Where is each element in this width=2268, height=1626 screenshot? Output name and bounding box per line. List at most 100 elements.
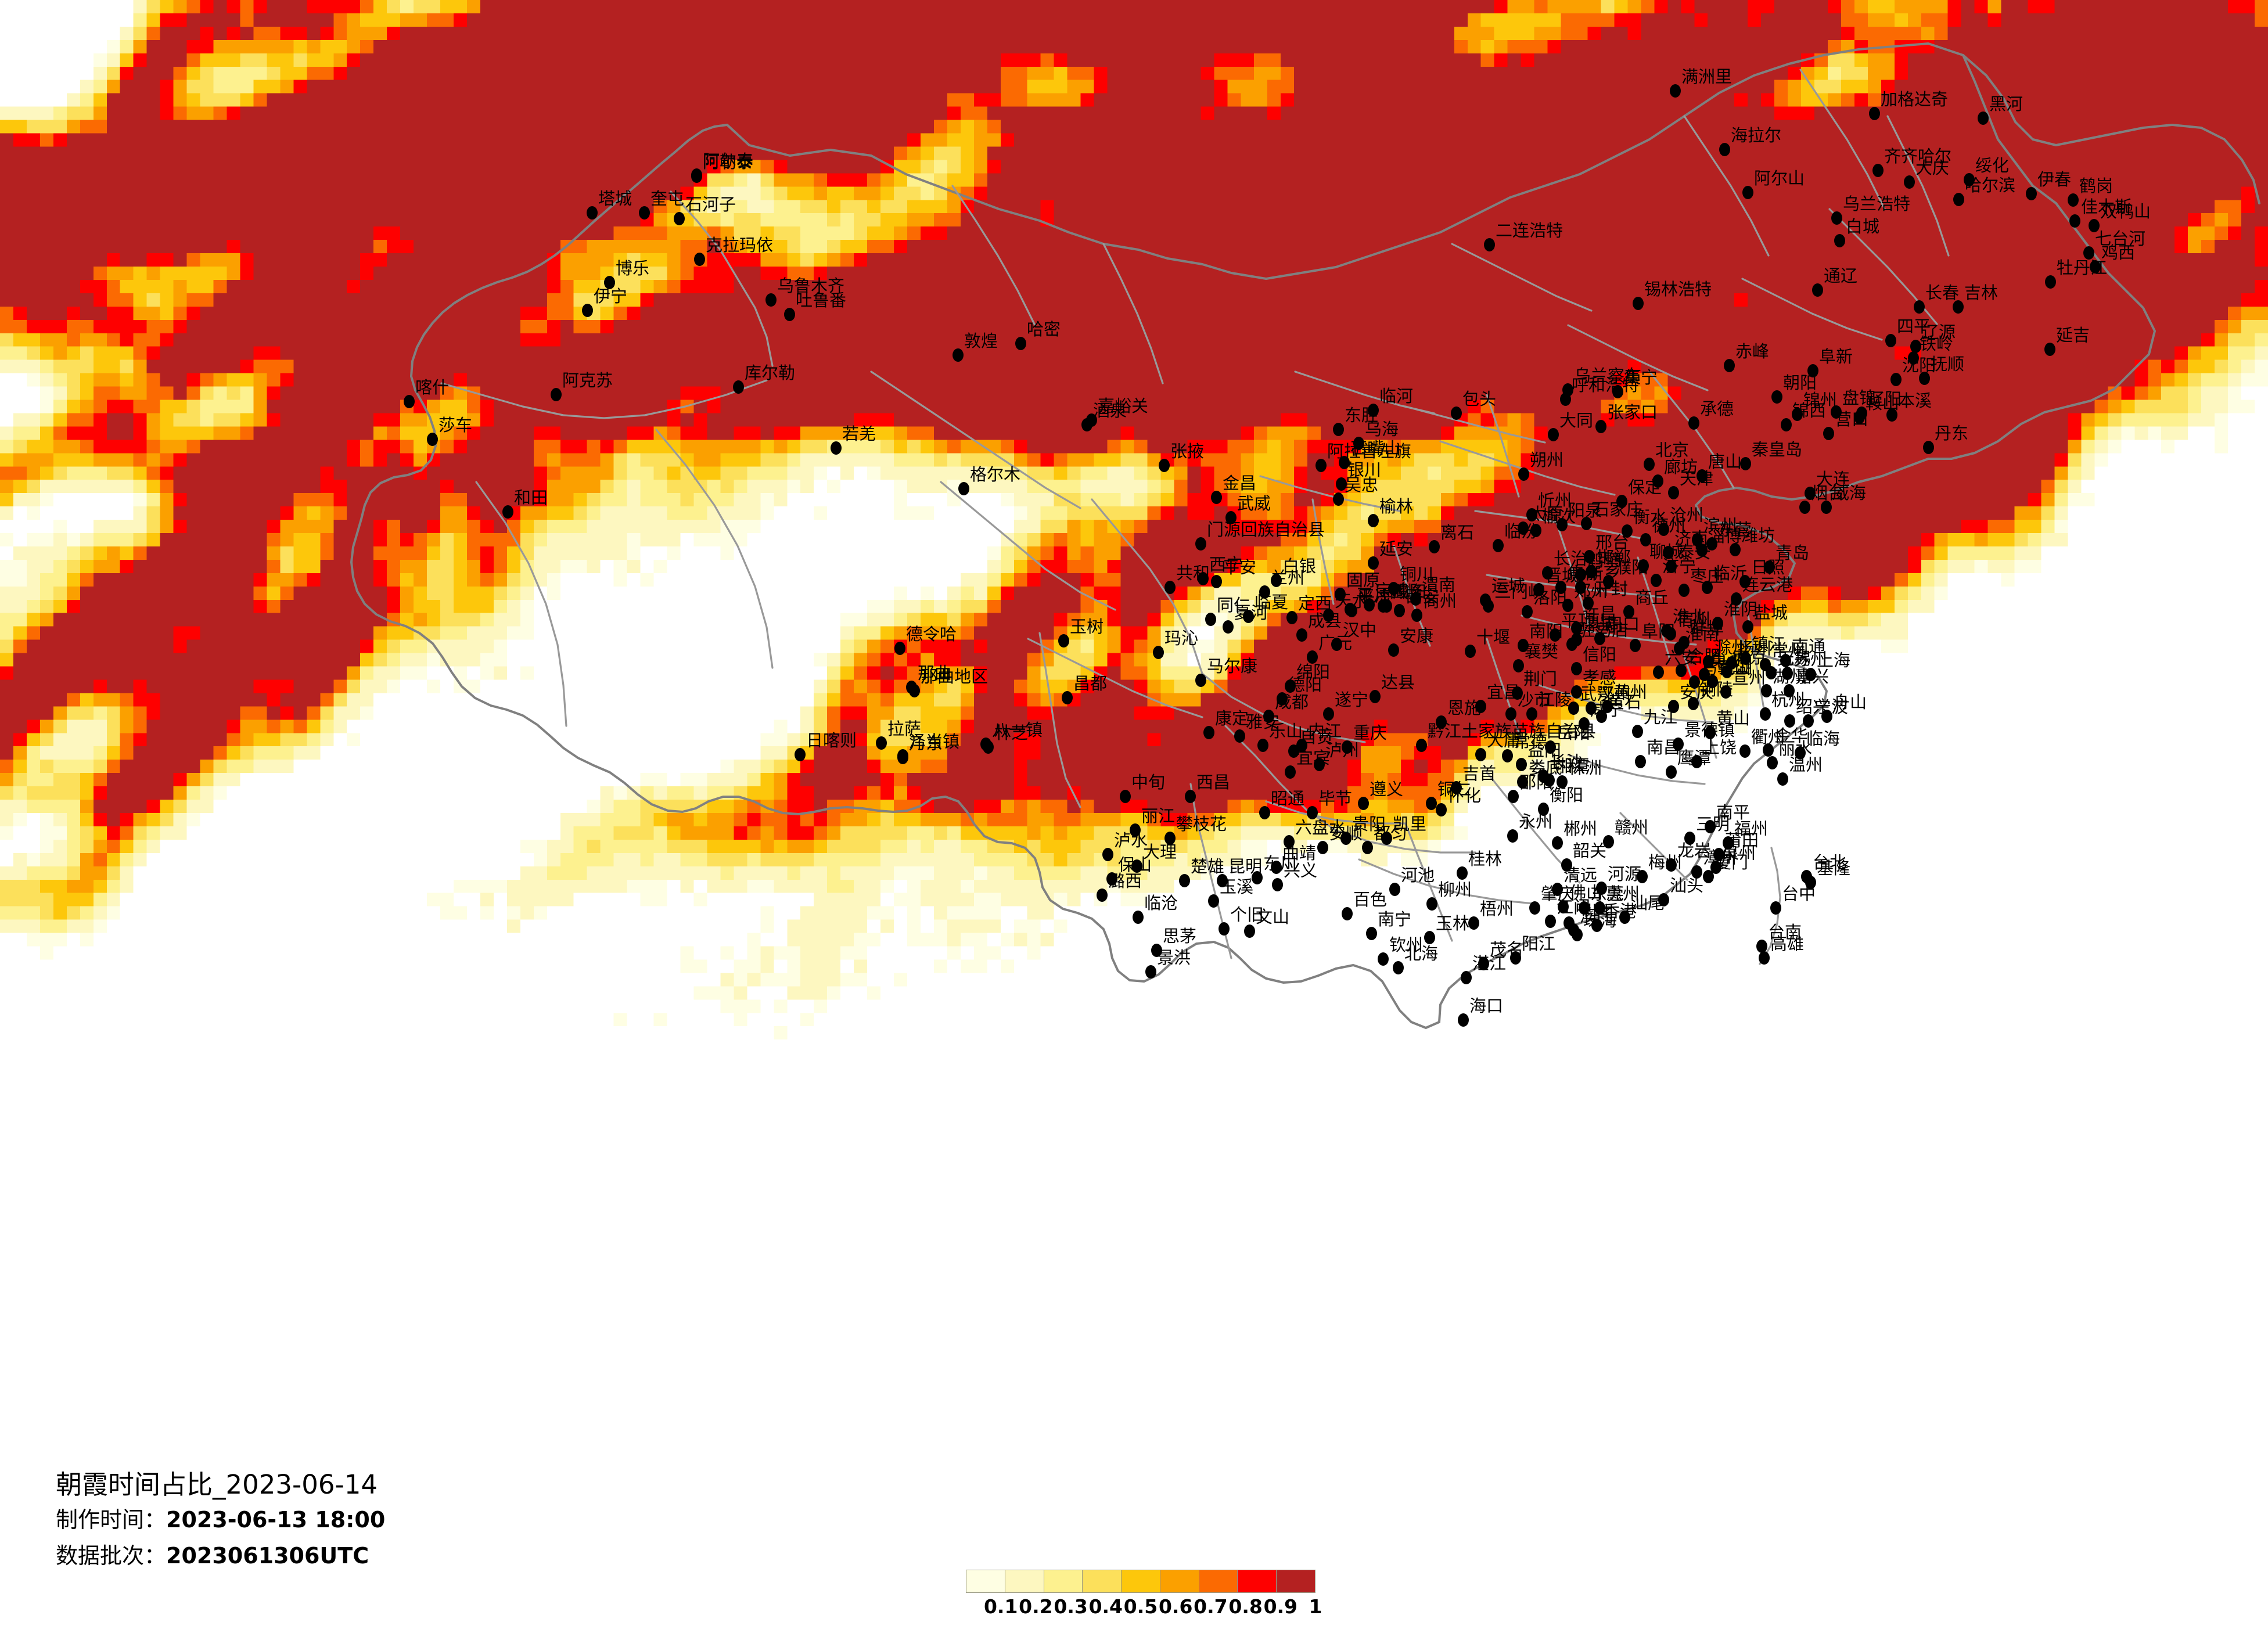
colorbar-cell-0.5 [1122, 1570, 1160, 1592]
city-dot-icon [1475, 700, 1486, 713]
city-dot-icon [1581, 517, 1592, 530]
city-dot-icon [1756, 940, 1767, 953]
city-label: 东营 [1718, 520, 1752, 539]
city-label: 长治 [1554, 549, 1588, 569]
city-label: 淮南 [1685, 624, 1720, 644]
city-label: 长春 [1925, 283, 1960, 303]
city-label: 滨州 [1703, 516, 1738, 535]
city-label: 安顺 [1329, 823, 1363, 843]
data-batch-value: 2023061306UTC [166, 1543, 369, 1569]
colorbar-tick-0.3: 0.3 [1054, 1595, 1088, 1618]
city-label: 铜陵 [1699, 679, 1734, 699]
city-dot-icon [1673, 738, 1684, 751]
city-label: 北海 [1404, 944, 1439, 963]
city-label: 白城 [1846, 217, 1880, 236]
city-dot-icon [1451, 406, 1462, 420]
city-label: 韶关 [1573, 841, 1607, 861]
city-label: 塔城 [598, 189, 632, 208]
city-dot-icon [1571, 621, 1582, 635]
city-label: 门源回族自治县 [1207, 520, 1325, 539]
city-label: 衡水 [1633, 507, 1667, 527]
city-dot-icon [1106, 872, 1117, 886]
city-dot-icon [1516, 758, 1527, 771]
city-label: 秦皇岛 [1752, 440, 1803, 459]
city-label: 天津 [1680, 469, 1714, 488]
city-label: 渭南 [1422, 575, 1456, 595]
city-dot-icon [1529, 901, 1540, 915]
city-dot-icon [1586, 565, 1597, 578]
city-dot-icon [1195, 674, 1206, 687]
city-label: 克拉玛依 [706, 235, 774, 255]
city-dot-icon [1062, 691, 1073, 704]
city-label: 襄樊 [1525, 642, 1559, 661]
city-dot-icon [1362, 841, 1373, 854]
city-dot-icon [1579, 901, 1590, 915]
city-label: 聊城 [1649, 542, 1684, 562]
city-label: 平顶山 [1561, 611, 1612, 631]
city-label: 珠海 [1583, 911, 1618, 930]
city-label: 北京 [1655, 440, 1690, 460]
title-block: 朝霞时间占比_2023-06-14 制作时间：2023-06-13 18:00 … [56, 1468, 385, 1574]
city-dot-icon [1339, 456, 1350, 469]
city-dot-icon [1721, 665, 1733, 678]
city-label: 博乐 [616, 258, 650, 278]
city-label: 大同 [1559, 411, 1594, 430]
city-label: 包头 [1462, 389, 1497, 409]
colorbar-strip [966, 1570, 1315, 1593]
city-dot-icon [1872, 164, 1884, 177]
city-label: 大连 [1816, 469, 1850, 489]
city-label: 商州 [1423, 591, 1457, 611]
city-label: 绥化 [1975, 156, 2010, 175]
city-label: 六盘水 [1295, 818, 1346, 837]
city-dot-icon [1724, 359, 1735, 372]
city-dot-icon [1552, 836, 1563, 850]
city-dot-icon [1780, 654, 1791, 667]
city-label: 梅州 [1648, 852, 1683, 872]
city-dot-icon [1252, 871, 1263, 884]
city-dot-icon [1436, 803, 1447, 816]
city-dot-icon [1964, 173, 1975, 186]
city-dot-icon [1668, 700, 1679, 713]
city-dot-icon [1424, 931, 1435, 944]
city-label: 鹤壁 [1587, 551, 1621, 570]
city-label: 六安 [1665, 648, 1699, 668]
city-dot-icon [1689, 675, 1700, 689]
city-label: 林芝 [994, 723, 1029, 743]
city-dot-icon [1526, 707, 1537, 721]
city-dot-icon [1120, 790, 1131, 803]
city-label: 黄州 [1613, 682, 1648, 702]
city-dot-icon [1217, 874, 1228, 887]
city-label: 阿尔山 [1754, 168, 1805, 188]
city-label: 临夏 [1255, 592, 1289, 612]
city-dot-icon [1533, 583, 1544, 596]
city-dot-icon [1781, 418, 1792, 431]
city-label: 邵阳 [1519, 772, 1554, 792]
city-dot-icon [1263, 710, 1274, 723]
city-label: 德令哈 [906, 624, 957, 644]
city-label: 楚雄 [1191, 857, 1225, 876]
city-dot-icon [1205, 613, 1216, 626]
city-dot-icon [1378, 599, 1389, 613]
production-time-value: 2023-06-13 18:00 [166, 1507, 386, 1533]
city-label: 武威 [1237, 494, 1271, 513]
city-dot-icon [582, 304, 593, 317]
city-label: 淮北 [1673, 607, 1707, 627]
city-dot-icon [1277, 692, 1288, 706]
city-dot-icon [831, 441, 842, 455]
city-label: 莎车 [438, 415, 473, 435]
city-label: 香港 [1603, 901, 1637, 921]
city-dot-icon [1653, 665, 1664, 679]
production-time-row: 制作时间：2023-06-13 18:00 [56, 1502, 385, 1538]
colorbar-tick-0.7: 0.7 [1194, 1595, 1228, 1618]
city-label: 承德 [1700, 399, 1734, 419]
city-label: 舟山 [1833, 692, 1867, 712]
city-dot-icon [1257, 739, 1268, 752]
city-dot-icon [1739, 575, 1751, 588]
city-label: 辽源 [1922, 322, 1956, 342]
city-label: 上饶 [1703, 738, 1737, 757]
colorbar-tick-0.9: 0.9 [1263, 1595, 1298, 1618]
city-dot-icon [1518, 521, 1529, 535]
city-label: 郴州 [1563, 819, 1598, 839]
city-label: 铁岭 [1920, 334, 1954, 354]
city-label: 淮阴 [1724, 599, 1758, 619]
